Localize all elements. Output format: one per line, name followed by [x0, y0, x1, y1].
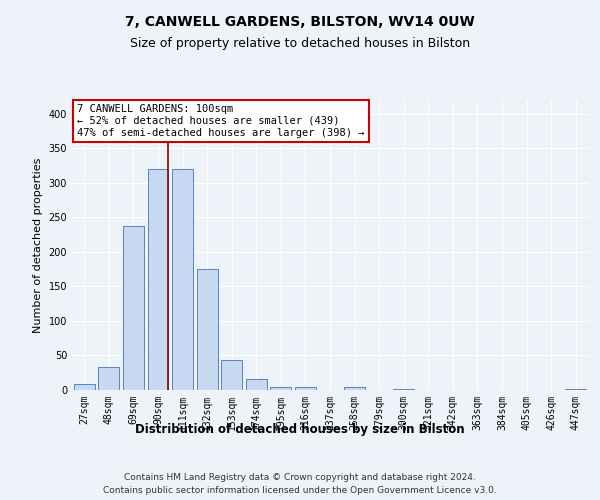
Bar	[172, 169, 193, 390]
Bar	[123, 226, 144, 390]
Bar	[221, 360, 242, 390]
Bar	[148, 169, 169, 390]
Bar	[98, 367, 119, 390]
Bar	[344, 387, 365, 390]
Bar	[271, 386, 292, 390]
Text: 7, CANWELL GARDENS, BILSTON, WV14 0UW: 7, CANWELL GARDENS, BILSTON, WV14 0UW	[125, 15, 475, 29]
Text: Contains public sector information licensed under the Open Government Licence v3: Contains public sector information licen…	[103, 486, 497, 495]
Bar	[197, 269, 218, 390]
Text: Distribution of detached houses by size in Bilston: Distribution of detached houses by size …	[135, 422, 465, 436]
Text: Size of property relative to detached houses in Bilston: Size of property relative to detached ho…	[130, 38, 470, 51]
Bar	[246, 379, 267, 390]
Y-axis label: Number of detached properties: Number of detached properties	[33, 158, 43, 332]
Bar	[565, 388, 586, 390]
Text: 7 CANWELL GARDENS: 100sqm
← 52% of detached houses are smaller (439)
47% of semi: 7 CANWELL GARDENS: 100sqm ← 52% of detac…	[77, 104, 365, 138]
Bar	[295, 387, 316, 390]
Text: Contains HM Land Registry data © Crown copyright and database right 2024.: Contains HM Land Registry data © Crown c…	[124, 472, 476, 482]
Bar	[74, 384, 95, 390]
